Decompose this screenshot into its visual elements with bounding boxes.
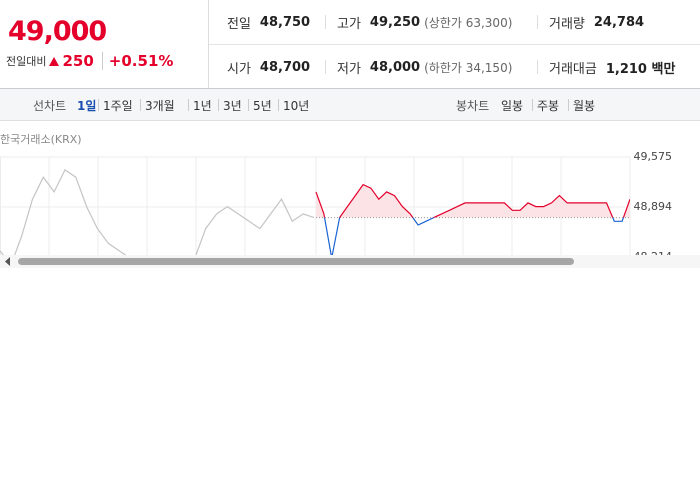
scroll-left[interactable]	[4, 257, 12, 266]
candle-tab[interactable]: 월봉	[573, 99, 596, 113]
price: 49,000	[8, 16, 107, 47]
price-line	[0, 169, 315, 268]
stat: 시가 48,700	[227, 45, 337, 89]
stat: 거래대금 1,210 백만	[549, 45, 699, 89]
y-tick-label: 48,894	[634, 200, 673, 213]
stat-note: (상한가 63,300)	[424, 15, 513, 30]
stat-note: (하한가 34,150)	[424, 60, 513, 75]
stat-label: 전일	[227, 16, 251, 32]
candle-tab[interactable]: 주봉	[537, 99, 560, 113]
period-tab[interactable]: 1년	[193, 99, 212, 113]
period-tab[interactable]: 5년	[253, 99, 272, 113]
tab-label: 봉차트	[456, 99, 490, 113]
source: 한국거래소(KRX)	[0, 133, 82, 146]
separator	[278, 99, 279, 111]
candle-tab[interactable]: 일봉	[501, 99, 524, 113]
area	[316, 184, 630, 218]
stat-value: 1,210 백만	[605, 61, 676, 77]
change: 전일대비 250 +0.51%	[6, 52, 173, 70]
up-arrow	[49, 56, 60, 66]
stat-label: 거래량	[549, 16, 585, 32]
period-tab[interactable]: 3개월	[145, 99, 175, 113]
separator	[532, 99, 533, 111]
stat: 전일 48,750	[227, 0, 337, 44]
separator	[537, 60, 538, 74]
period-tab[interactable]: 3년	[223, 99, 242, 113]
separator	[188, 99, 189, 111]
change-label: 전일대비	[6, 55, 47, 68]
stats-row: 시가 48,700 저가 48,000 (하한가 34,150) 거래대금 1,210 백만	[209, 44, 700, 89]
stats: 전일 48,750 고가 49,250 (상한가 63,300) 거래량 24,784 시가 4…	[209, 0, 700, 88]
scrollbar[interactable]	[0, 255, 700, 268]
stat-label: 시가	[227, 61, 251, 77]
change-value: 250	[62, 52, 94, 70]
separator	[537, 15, 538, 29]
scroll-thumb[interactable]	[18, 258, 574, 265]
period-tab[interactable]: 10년	[283, 99, 310, 113]
stat-label: 저가	[337, 61, 361, 77]
stat: 저가 48,000 (하한가 34,150)	[337, 45, 549, 89]
tab-bar: 선차트 1일 1주일 3개월 1년 3년 5년 10년 봉차트 일봉 주봉 월봉	[0, 88, 700, 121]
separator	[325, 60, 326, 74]
price-line-up	[315, 183, 630, 218]
stat-value: 48,750	[259, 14, 311, 30]
separator	[140, 99, 141, 111]
stat-value: 24,784	[593, 14, 645, 30]
separator	[218, 99, 219, 111]
stats-row: 전일 48,750 고가 49,250 (상한가 63,300) 거래량 24,784	[209, 0, 700, 44]
stat-value: 48,000	[369, 59, 421, 75]
stat: 고가 49,250 (상한가 63,300)	[337, 0, 549, 44]
separator	[248, 99, 249, 111]
stat-label: 거래대금	[549, 61, 597, 77]
stat: 거래량 24,784	[549, 0, 699, 44]
separator	[98, 99, 99, 111]
tab-label: 선차트	[33, 99, 67, 113]
change-percent: +0.51%	[101, 52, 173, 70]
stat-label: 고가	[337, 16, 361, 32]
y-tick-label: 49,575	[634, 150, 673, 163]
period-tab[interactable]: 1일	[77, 99, 97, 113]
stat-value: 48,700	[259, 59, 311, 75]
period-tab[interactable]: 1주일	[103, 99, 133, 113]
separator	[325, 15, 326, 29]
quote-box: 49,000 전일대비 250 +0.51%	[0, 0, 209, 88]
stat-value: 49,250	[369, 14, 421, 30]
separator	[568, 99, 569, 111]
plot	[0, 169, 630, 268]
